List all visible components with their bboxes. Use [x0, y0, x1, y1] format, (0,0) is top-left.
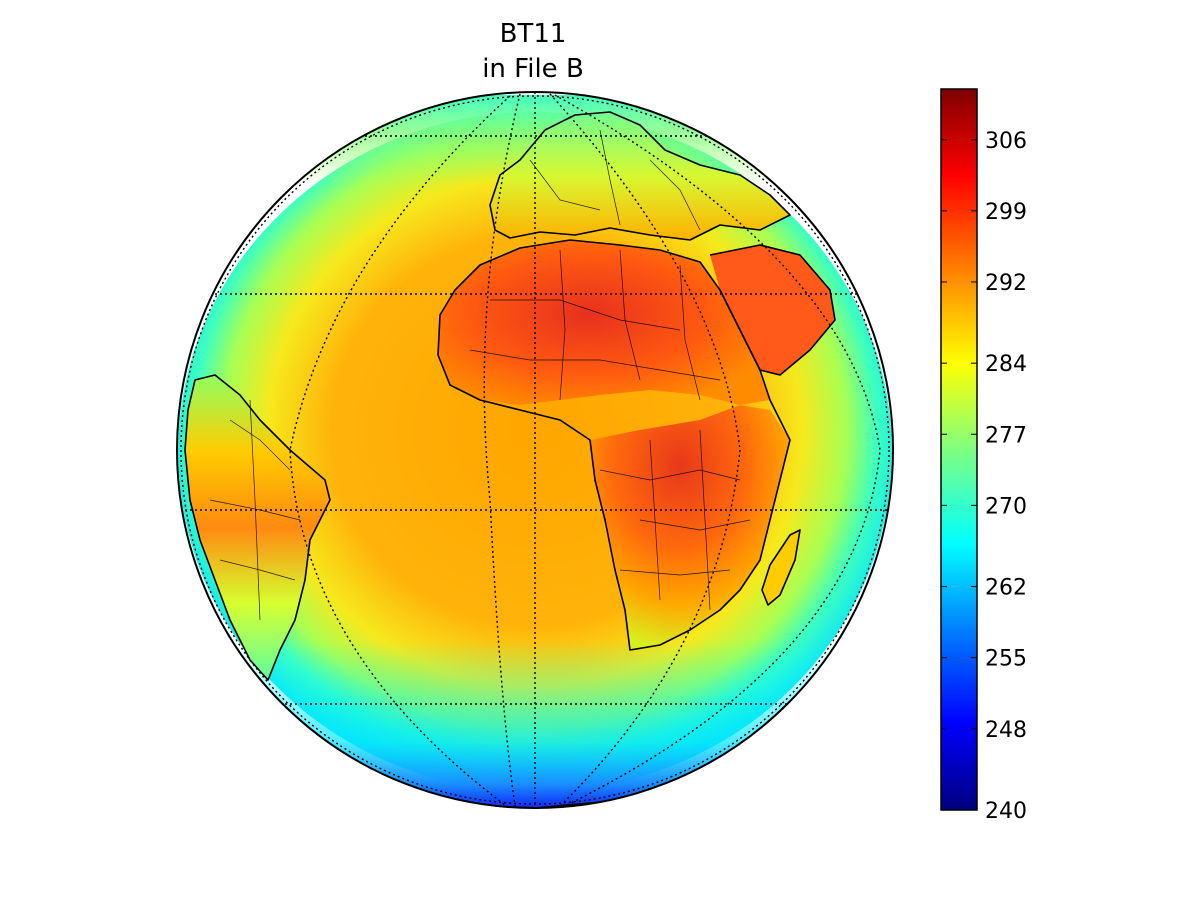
colorbar-tick-label: 255: [985, 647, 1027, 672]
colorbar-tick-label: 262: [985, 576, 1027, 601]
globe-boundary: [176, 91, 894, 809]
colorbar-tick-label: 284: [985, 352, 1027, 377]
meridian-60e: [554, 94, 881, 807]
colorbar-gradient: [940, 88, 978, 811]
madagascar-coastline: [761, 529, 801, 606]
colorbar: 240 248 255 262 270 277 284 292 299 306: [940, 88, 1027, 824]
colorbar-tick-label: 306: [985, 129, 1027, 154]
africa-coastline: [437, 239, 791, 651]
colorbar-tick-label: 270: [985, 494, 1027, 519]
arabia-region: [710, 245, 835, 375]
graticule-limb: [180, 95, 890, 805]
sahara-region: [438, 240, 770, 405]
colorbar-tick-label: 277: [985, 423, 1027, 448]
colorbar-tick-label: 299: [985, 200, 1027, 225]
madagascar-region: [762, 530, 800, 605]
south-america-region: [185, 375, 330, 680]
colorbar-ticks: 240 248 255 262 270 277 284 292 299 306: [941, 129, 1027, 824]
meridian-30w: [483, 93, 521, 807]
arabia-coastline: [709, 244, 836, 376]
colorbar-tick-label: 248: [985, 718, 1027, 743]
plot-subtitle: in File B: [482, 54, 584, 84]
europe-coastline: [489, 111, 791, 241]
plot-title: BT11: [499, 19, 567, 49]
meridian-30e: [549, 93, 741, 807]
colorbar-tick-label: 292: [985, 271, 1027, 296]
europe-region: [490, 112, 790, 240]
south-america-coastline: [184, 374, 331, 681]
colorbar-tick-label: 240: [985, 799, 1027, 824]
